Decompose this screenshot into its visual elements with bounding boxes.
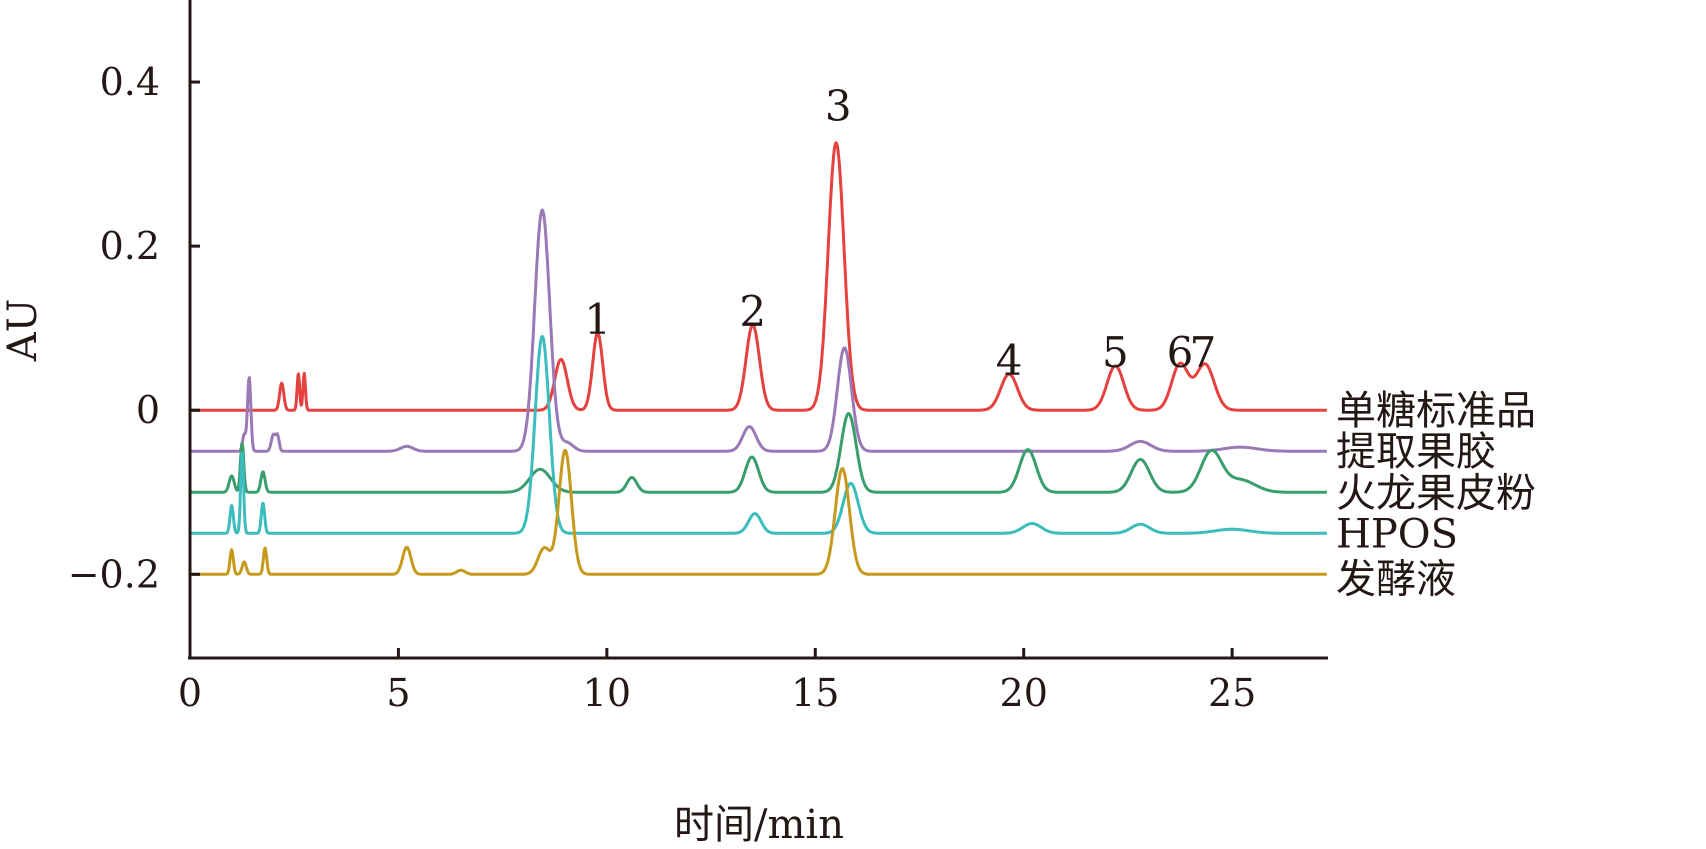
x-tick-label: 15 [791,671,839,715]
peak-label: 6 [1167,328,1194,377]
x-axis-label: 时间/min [674,802,844,848]
series-label: 单糖标准品 [1336,388,1536,434]
x-tick-label: 5 [386,671,410,715]
y-axis-label: AU [0,299,46,363]
axes [188,0,1328,660]
peak-label: 7 [1190,328,1217,377]
series-label: 发酵液 [1336,556,1456,602]
trace-line-1 [189,208,1328,453]
trace-line-0 [189,141,1328,412]
peak-label: 4 [996,336,1023,385]
peak-label: 2 [739,287,766,336]
peak-label: 1 [584,295,611,344]
peak-label: 5 [1102,328,1129,377]
x-tick-label: 0 [178,671,202,715]
peak-annotations: 1 2 3 4 5 67 [584,82,1216,385]
x-tick-label: 20 [1000,671,1048,715]
series-label: 提取果胶 [1336,429,1496,475]
series-label: 火龙果皮粉 [1336,470,1536,516]
series-label: HPOS [1336,511,1458,557]
x-tick-label: 25 [1208,671,1256,715]
y-tick-label: 0.2 [100,224,160,268]
x-tick-label: 10 [583,671,631,715]
y-tick-label: −0.2 [68,552,160,596]
trace-line-2 [189,412,1328,494]
ticks: 0 5 10 15 20 250.40.20−0.2 [68,60,1257,715]
trace-line-4 [189,448,1328,576]
trace-line-3 [189,335,1328,535]
traces [189,141,1328,576]
y-tick-label: 0.4 [100,60,160,104]
peak-label: 3 [825,82,852,131]
y-tick-label: 0 [136,388,160,432]
